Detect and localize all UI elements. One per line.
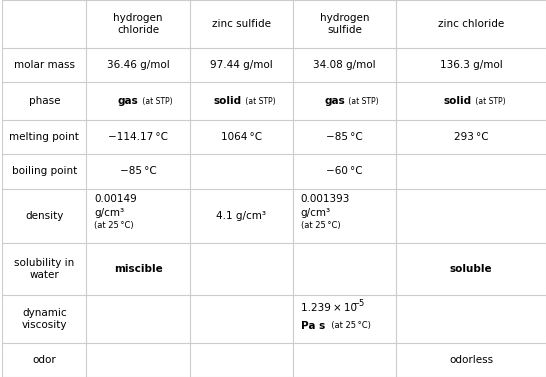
Text: phase: phase [28, 96, 60, 106]
Text: 293 °C: 293 °C [454, 132, 489, 142]
Text: solid: solid [213, 96, 241, 106]
Text: gas: gas [117, 96, 138, 106]
Text: (at 25 °C): (at 25 °C) [326, 322, 371, 330]
Text: −85 °C: −85 °C [120, 166, 157, 176]
Text: −60 °C: −60 °C [327, 166, 363, 176]
Text: (at STP): (at STP) [243, 97, 276, 106]
Text: boiling point: boiling point [11, 166, 77, 176]
Text: odorless: odorless [449, 355, 493, 365]
Text: (at 25 °C): (at 25 °C) [94, 221, 134, 230]
Text: −85 °C: −85 °C [327, 132, 363, 142]
Text: 0.00149: 0.00149 [94, 195, 137, 204]
Text: g/cm³: g/cm³ [94, 208, 124, 218]
Text: solubility in
water: solubility in water [14, 258, 74, 280]
Text: zinc chloride: zinc chloride [438, 19, 505, 29]
Text: hydrogen
sulfide: hydrogen sulfide [320, 13, 370, 35]
Text: 4.1 g/cm³: 4.1 g/cm³ [216, 211, 266, 221]
Text: (at 25 °C): (at 25 °C) [301, 221, 340, 230]
Text: 0.001393: 0.001393 [301, 195, 350, 204]
Text: odor: odor [32, 355, 56, 365]
Text: (at STP): (at STP) [473, 97, 506, 106]
Text: −5: −5 [352, 299, 365, 308]
Text: melting point: melting point [9, 132, 79, 142]
Text: soluble: soluble [450, 264, 492, 274]
Text: Pa s: Pa s [301, 321, 325, 331]
Text: 1.239 × 10: 1.239 × 10 [301, 303, 357, 313]
Text: density: density [25, 211, 63, 221]
Text: 34.08 g/mol: 34.08 g/mol [313, 60, 376, 70]
Text: (at STP): (at STP) [140, 97, 173, 106]
Text: dynamic
viscosity: dynamic viscosity [21, 308, 67, 329]
Text: miscible: miscible [114, 264, 163, 274]
Text: 136.3 g/mol: 136.3 g/mol [440, 60, 503, 70]
Text: 97.44 g/mol: 97.44 g/mol [210, 60, 273, 70]
Text: hydrogen
chloride: hydrogen chloride [114, 13, 163, 35]
Text: molar mass: molar mass [14, 60, 75, 70]
Text: −114.17 °C: −114.17 °C [108, 132, 168, 142]
Text: 1064 °C: 1064 °C [221, 132, 262, 142]
Text: zinc sulfide: zinc sulfide [212, 19, 271, 29]
Text: gas: gas [324, 96, 345, 106]
Text: 36.46 g/mol: 36.46 g/mol [106, 60, 169, 70]
Text: solid: solid [443, 96, 471, 106]
Text: (at STP): (at STP) [346, 97, 379, 106]
Text: g/cm³: g/cm³ [301, 208, 331, 218]
